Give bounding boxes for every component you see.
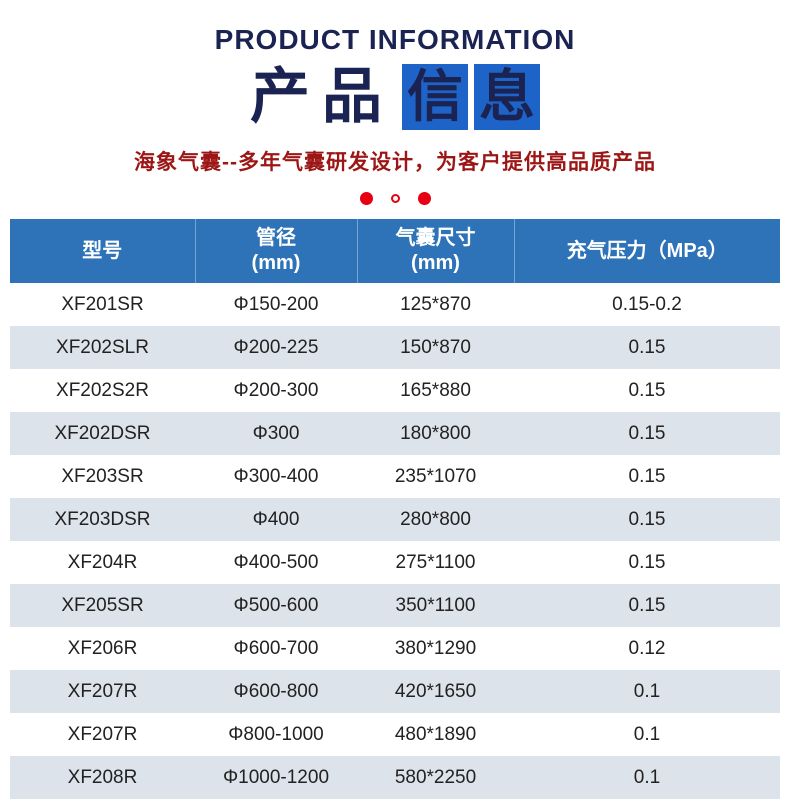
- column-header-model: 型号: [10, 219, 196, 283]
- table-cell: XF201SR: [61, 293, 144, 315]
- column-header-label: 气囊尺寸: [395, 227, 476, 249]
- table-cell: 0.1: [633, 766, 661, 788]
- table-cell: 350*1100: [395, 594, 476, 616]
- table-cell: 0.12: [628, 637, 666, 659]
- column-header-pipe-diameter: 管径 (mm): [195, 219, 358, 283]
- table-cell: 180*800: [400, 422, 471, 444]
- table-cell: 480*1890: [394, 723, 477, 745]
- table-cell: XF206R: [67, 637, 138, 659]
- table-cell: Φ800-1000: [228, 723, 324, 745]
- table-row: XF202S2R Φ200-300 165*880 0.15: [10, 369, 780, 412]
- table-cell: Φ500-600: [233, 594, 319, 616]
- table-row: XF208R Φ1000-1200 580*2250 0.1: [10, 756, 780, 799]
- column-header-label: 管径: [256, 227, 296, 249]
- table-cell: Φ400-500: [233, 551, 319, 573]
- table-cell: Φ600-800: [233, 680, 319, 702]
- table-cell: 150*870: [400, 336, 471, 358]
- column-header-unit: (mm): [251, 252, 301, 274]
- table-row: XF206R Φ600-700 380*1290 0.12: [10, 627, 780, 670]
- dot-filled-left-icon: [359, 192, 373, 205]
- dot-filled-right-icon: [417, 192, 431, 205]
- table-cell: 0.15: [628, 379, 666, 401]
- table-cell: 0.15: [628, 465, 666, 487]
- table-cell: 280*800: [400, 508, 471, 530]
- table-cell: XF202SLR: [56, 336, 149, 358]
- column-header-unit: (mm): [411, 252, 460, 274]
- column-header-label: 充气压力（MPa）: [566, 239, 728, 262]
- product-spec-table: 型号 管径 (mm) 气囊尺寸 (mm) 充气压力（MPa） XF201SR Φ1…: [10, 219, 780, 799]
- table-cell: 380*1290: [394, 637, 477, 659]
- table-row: XF203DSR Φ400 280*800 0.15: [10, 498, 780, 541]
- table-cell: 0.1: [633, 680, 661, 702]
- table-cell: XF203DSR: [54, 508, 151, 530]
- table-header-row: 型号 管径 (mm) 气囊尺寸 (mm) 充气压力（MPa）: [10, 219, 780, 283]
- table-cell: XF207R: [67, 723, 138, 745]
- table-cell: 0.15: [628, 422, 666, 444]
- table-row: XF204R Φ400-500 275*1100 0.15: [10, 541, 780, 584]
- table-cell: 165*880: [400, 379, 471, 401]
- table-cell: Φ200-225: [233, 336, 319, 358]
- table-cell: XF208R: [67, 766, 138, 788]
- table-cell: XF204R: [67, 551, 138, 573]
- table-cell: 235*1070: [394, 465, 477, 487]
- dot-hollow-center-icon: [390, 194, 400, 203]
- table-row: XF203SR Φ300-400 235*1070 0.15: [10, 455, 780, 498]
- table-cell: Φ600-700: [233, 637, 319, 659]
- table-cell: Φ200-300: [233, 379, 319, 401]
- page-title-chinese: 产品 信 息: [0, 64, 790, 130]
- table-cell: XF202DSR: [54, 422, 151, 444]
- title-zh-highlight-block-2: 息: [474, 64, 540, 130]
- table-row: XF207R Φ600-800 420*1650 0.1: [10, 670, 780, 713]
- table-cell: XF203SR: [61, 465, 144, 487]
- table-cell: 0.15: [628, 336, 666, 358]
- table-cell: Φ150-200: [233, 293, 319, 315]
- table-cell: 0.15-0.2: [612, 293, 682, 315]
- table-cell: 580*2250: [394, 766, 477, 788]
- divider-dots: [0, 192, 790, 205]
- table-cell: Φ400: [252, 508, 300, 530]
- table-cell: 125*870: [400, 293, 471, 315]
- title-zh-highlight-block-1: 信: [402, 64, 468, 130]
- table-cell: 0.15: [628, 594, 666, 616]
- column-header-airbag-size: 气囊尺寸 (mm): [357, 219, 515, 283]
- table-cell: 275*1100: [395, 551, 476, 573]
- column-header-label: 型号: [82, 239, 123, 262]
- table-cell: 420*1650: [394, 680, 477, 702]
- table-cell: 0.1: [633, 723, 661, 745]
- table-cell: Φ1000-1200: [222, 766, 330, 788]
- tagline-text: 海象气囊--多年气囊研发设计，为客户提供高品质产品: [134, 151, 656, 174]
- table-body: XF201SR Φ150-200 125*870 0.15-0.2 XF202SLR Φ2…: [10, 283, 780, 799]
- table-row: XF207R Φ800-1000 480*1890 0.1: [10, 713, 780, 756]
- table-row: XF205SR Φ500-600 350*1100 0.15: [10, 584, 780, 627]
- table-cell: XF205SR: [61, 594, 144, 616]
- table-cell: XF202S2R: [56, 379, 149, 401]
- table-row: XF202SLR Φ200-225 150*870 0.15: [10, 326, 780, 369]
- table-cell: XF207R: [67, 680, 138, 702]
- page-title-english: PRODUCT INFORMATION: [214, 24, 576, 55]
- table-cell: Φ300: [252, 422, 300, 444]
- table-cell: 0.15: [628, 508, 666, 530]
- column-header-inflation-pressure: 充气压力（MPa）: [514, 219, 780, 283]
- title-zh-plain-text: 产品: [250, 63, 394, 130]
- table-row: XF201SR Φ150-200 125*870 0.15-0.2: [10, 283, 780, 326]
- table-row: XF202DSR Φ300 180*800 0.15: [10, 412, 780, 455]
- table-cell: 0.15: [628, 551, 666, 573]
- table-cell: Φ300-400: [233, 465, 319, 487]
